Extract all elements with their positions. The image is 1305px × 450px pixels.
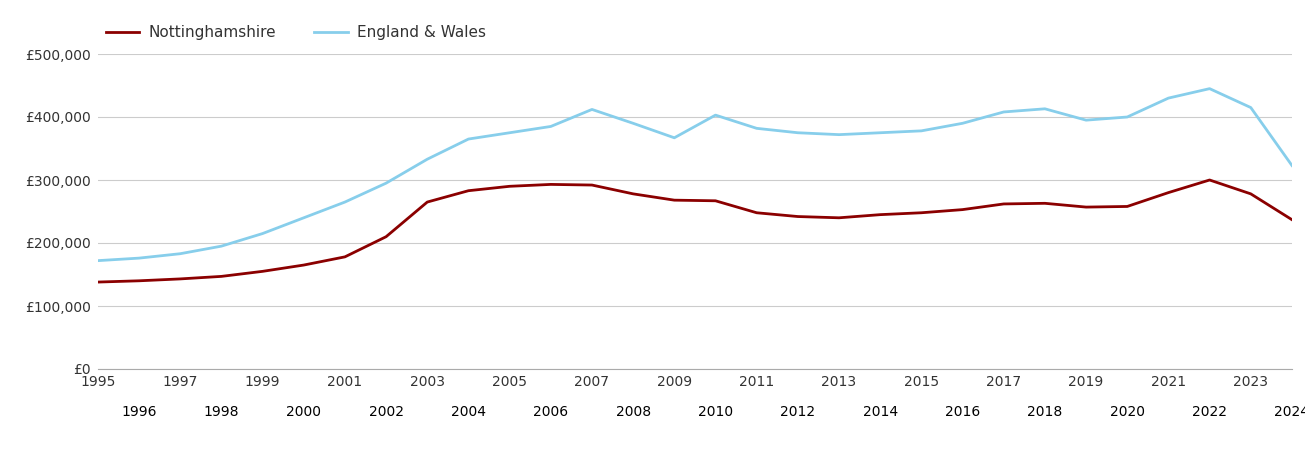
Nottinghamshire xyxy=(913,210,929,216)
England & Wales xyxy=(667,135,683,140)
Nottinghamshire xyxy=(749,210,765,216)
Nottinghamshire xyxy=(955,207,971,212)
Nottinghamshire xyxy=(667,198,683,203)
Nottinghamshire xyxy=(1202,177,1218,183)
Nottinghamshire xyxy=(831,215,847,220)
Nottinghamshire xyxy=(90,279,106,285)
England & Wales xyxy=(749,126,765,131)
England & Wales xyxy=(996,109,1011,115)
England & Wales xyxy=(831,132,847,137)
Nottinghamshire xyxy=(172,276,188,282)
Nottinghamshire xyxy=(1160,190,1176,195)
England & Wales xyxy=(707,112,723,118)
Nottinghamshire xyxy=(790,214,805,219)
Nottinghamshire xyxy=(419,199,435,205)
England & Wales xyxy=(1160,95,1176,101)
Line: Nottinghamshire: Nottinghamshire xyxy=(98,180,1292,282)
Nottinghamshire xyxy=(1284,217,1300,222)
Nottinghamshire xyxy=(254,269,270,274)
England & Wales xyxy=(955,121,971,126)
England & Wales xyxy=(172,251,188,256)
Legend: Nottinghamshire, England & Wales: Nottinghamshire, England & Wales xyxy=(106,25,485,40)
Nottinghamshire xyxy=(585,182,600,188)
Nottinghamshire xyxy=(132,278,147,284)
Nottinghamshire xyxy=(337,254,352,260)
Nottinghamshire xyxy=(996,201,1011,207)
England & Wales xyxy=(502,130,518,135)
England & Wales xyxy=(90,258,106,263)
England & Wales xyxy=(790,130,805,135)
England & Wales xyxy=(585,107,600,112)
England & Wales xyxy=(1202,86,1218,91)
Nottinghamshire xyxy=(1242,191,1258,197)
England & Wales xyxy=(1284,163,1300,168)
England & Wales xyxy=(378,180,394,186)
England & Wales xyxy=(461,136,476,142)
Nottinghamshire xyxy=(296,262,312,268)
Nottinghamshire xyxy=(378,234,394,239)
England & Wales xyxy=(296,215,312,220)
England & Wales xyxy=(913,128,929,134)
England & Wales xyxy=(254,231,270,236)
England & Wales xyxy=(1120,114,1135,120)
Nottinghamshire xyxy=(502,184,518,189)
Nottinghamshire xyxy=(1078,204,1094,210)
Nottinghamshire xyxy=(214,274,230,279)
Nottinghamshire xyxy=(1037,201,1053,206)
Nottinghamshire xyxy=(872,212,887,217)
England & Wales xyxy=(625,121,641,126)
England & Wales xyxy=(419,157,435,162)
England & Wales xyxy=(1037,106,1053,112)
England & Wales xyxy=(872,130,887,135)
England & Wales xyxy=(132,256,147,261)
Nottinghamshire xyxy=(707,198,723,203)
England & Wales xyxy=(543,124,559,129)
Nottinghamshire xyxy=(461,188,476,194)
England & Wales xyxy=(1242,105,1258,110)
Nottinghamshire xyxy=(543,182,559,187)
England & Wales xyxy=(337,199,352,205)
England & Wales xyxy=(214,243,230,249)
Nottinghamshire xyxy=(625,191,641,197)
England & Wales xyxy=(1078,117,1094,123)
Line: England & Wales: England & Wales xyxy=(98,89,1292,261)
Nottinghamshire xyxy=(1120,204,1135,209)
